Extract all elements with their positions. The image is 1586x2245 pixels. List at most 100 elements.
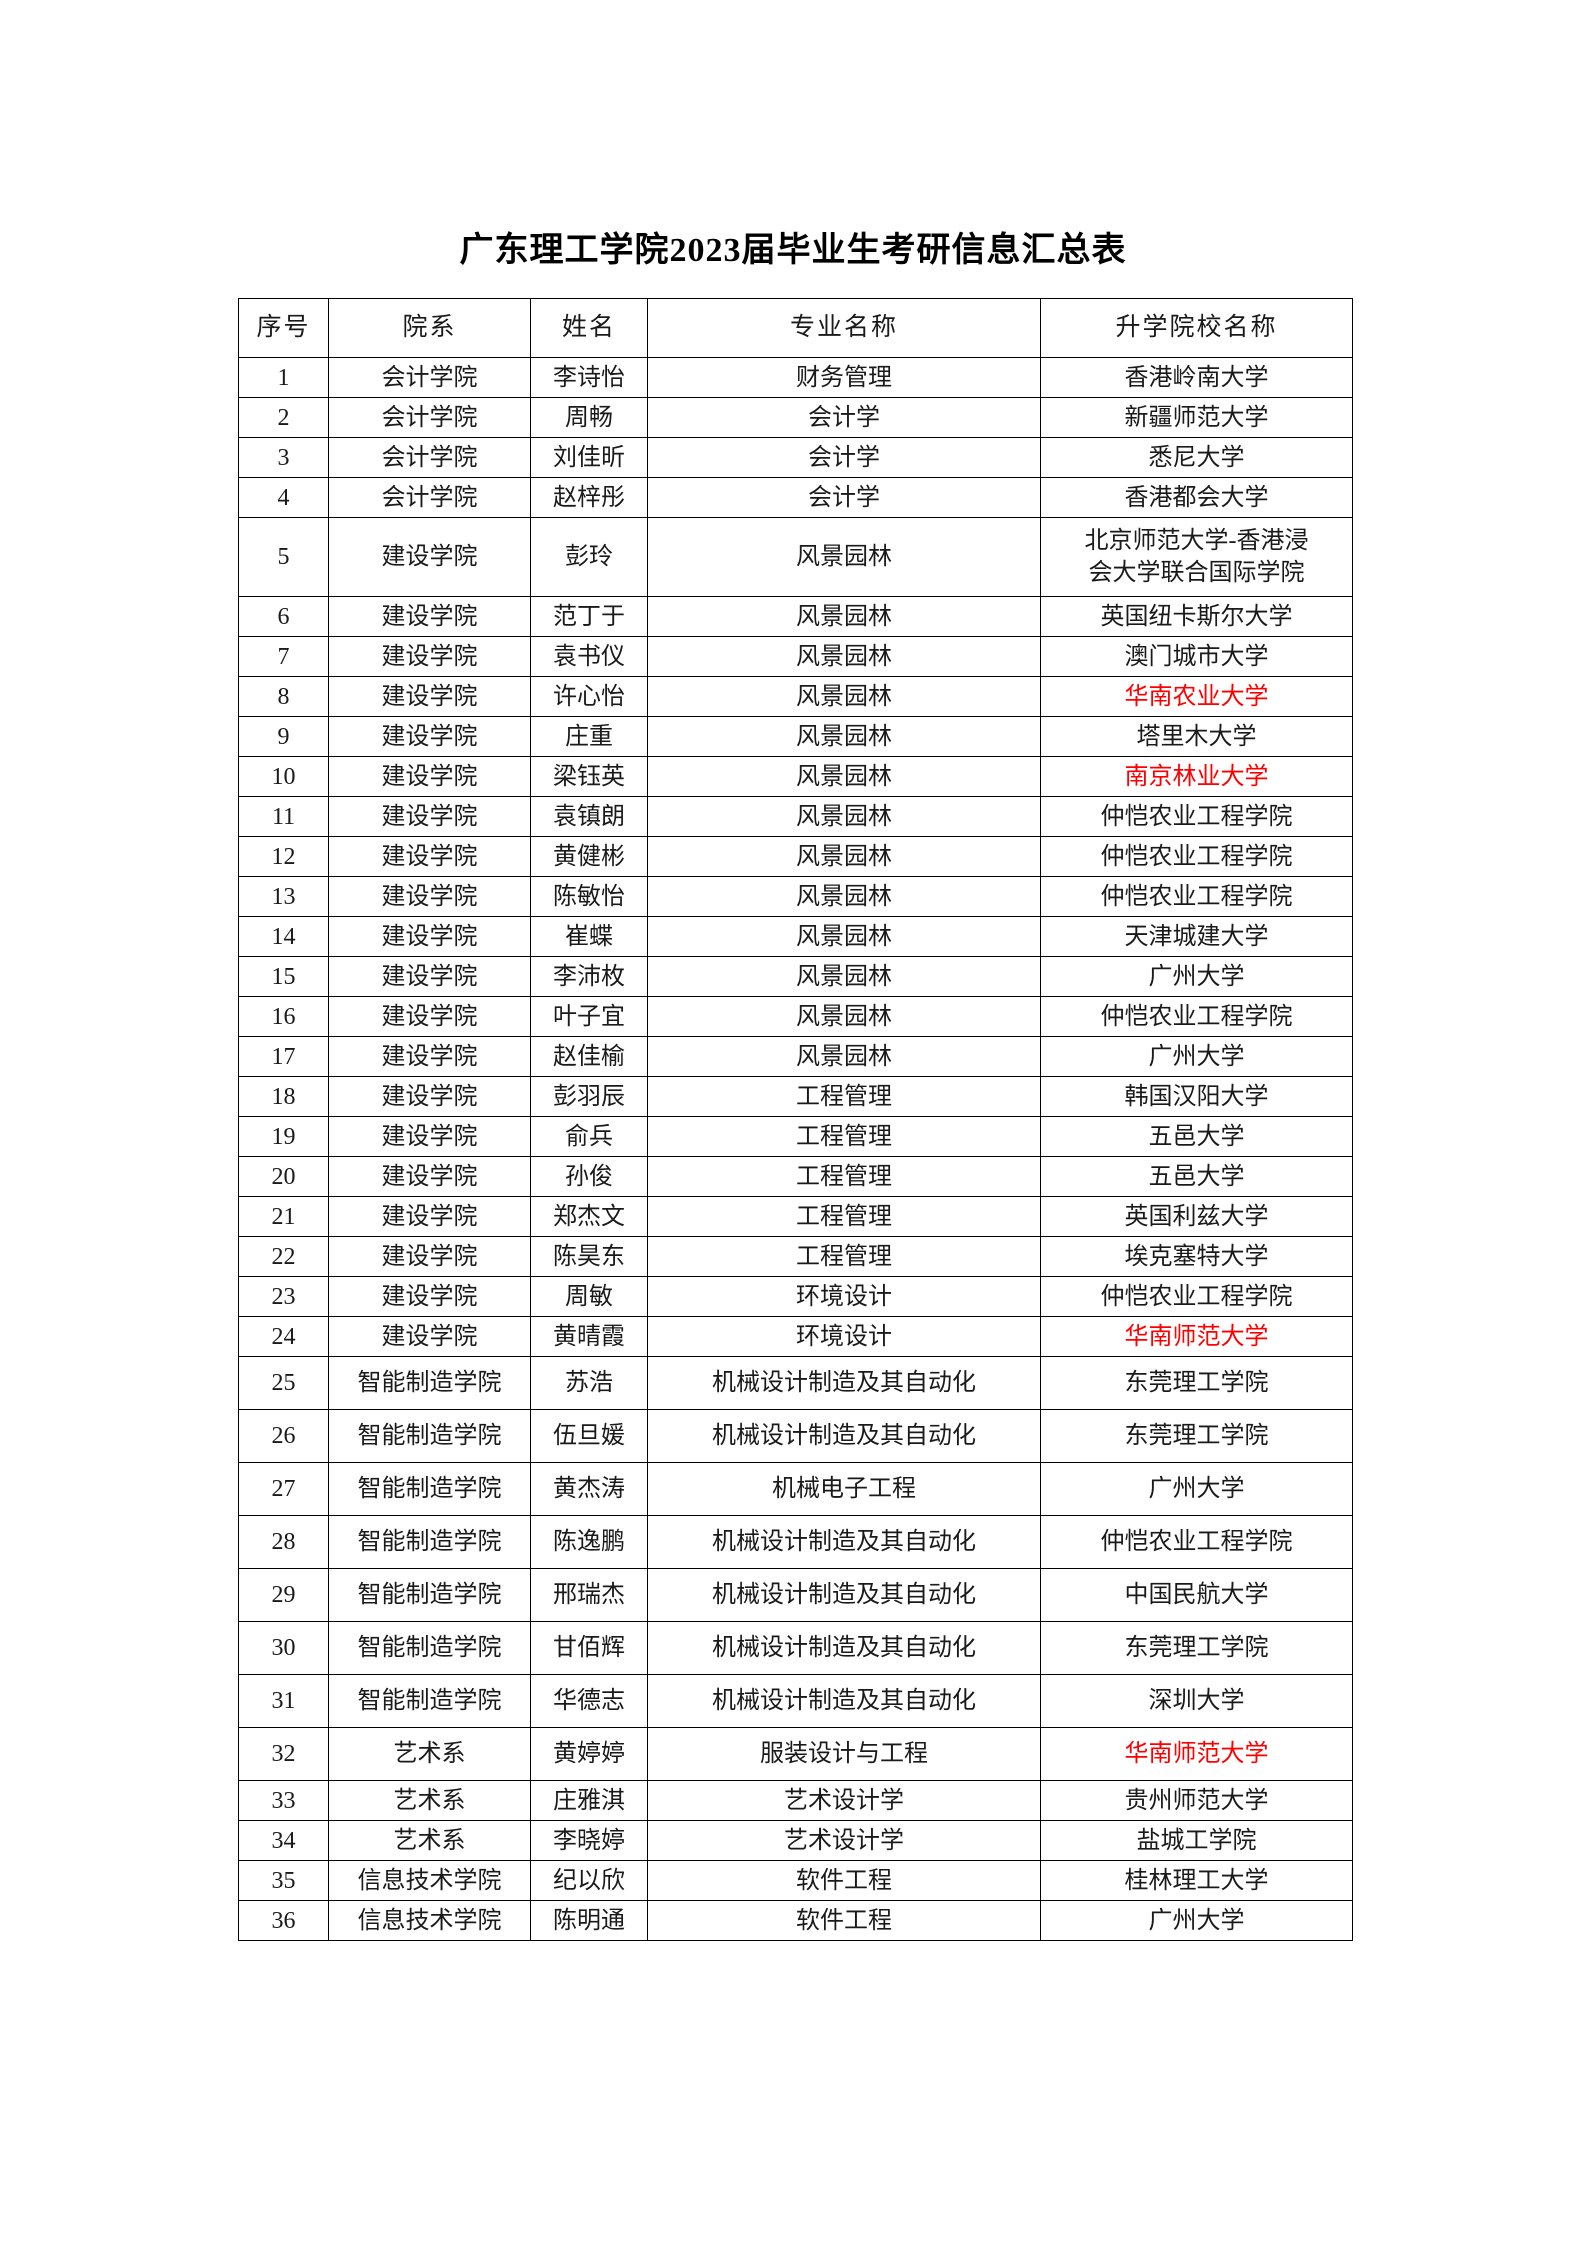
cell-index: 29 [238, 1568, 329, 1622]
cell-major: 机械设计制造及其自动化 [647, 1621, 1041, 1675]
cell-name: 赵佳榆 [530, 1036, 648, 1077]
table-row: 34 艺术系 李晓婷 艺术设计学 盐城工学院 [238, 1820, 1353, 1861]
cell-school: 广州大学 [1040, 1462, 1353, 1516]
table-row: 26 智能制造学院 伍旦媛 机械设计制造及其自动化 东莞理工学院 [238, 1409, 1353, 1463]
cell-dept: 建设学院 [328, 1156, 531, 1197]
table-row: 3 会计学院 刘佳昕 会计学 悉尼大学 [238, 437, 1353, 478]
cell-dept: 智能制造学院 [328, 1621, 531, 1675]
cell-school: 仲恺农业工程学院 [1040, 1276, 1353, 1317]
column-header-dept: 院系 [328, 298, 531, 358]
cell-index: 31 [238, 1674, 329, 1728]
cell-school: 东莞理工学院 [1040, 1356, 1353, 1410]
cell-major: 风景园林 [647, 836, 1041, 877]
table-row: 18 建设学院 彭羽辰 工程管理 韩国汉阳大学 [238, 1076, 1353, 1117]
table-row: 29 智能制造学院 邢瑞杰 机械设计制造及其自动化 中国民航大学 [238, 1568, 1353, 1622]
cell-major: 软件工程 [647, 1860, 1041, 1901]
cell-name: 李诗怡 [530, 357, 648, 398]
column-header-school: 升学院校名称 [1040, 298, 1353, 358]
cell-school: 南京林业大学 [1040, 756, 1353, 797]
cell-school: 仲恺农业工程学院 [1040, 876, 1353, 917]
cell-dept: 会计学院 [328, 357, 531, 398]
cell-major: 服装设计与工程 [647, 1727, 1041, 1781]
cell-name: 纪以欣 [530, 1860, 648, 1901]
table-row: 20 建设学院 孙俊 工程管理 五邑大学 [238, 1156, 1353, 1197]
cell-dept: 建设学院 [328, 876, 531, 917]
cell-dept: 信息技术学院 [328, 1900, 531, 1941]
cell-major: 风景园林 [647, 517, 1041, 597]
cell-name: 周畅 [530, 397, 648, 438]
cell-index: 28 [238, 1515, 329, 1569]
cell-school: 五邑大学 [1040, 1156, 1353, 1197]
cell-index: 7 [238, 636, 329, 677]
cell-name: 陈明通 [530, 1900, 648, 1941]
cell-index: 18 [238, 1076, 329, 1117]
cell-school: 悉尼大学 [1040, 437, 1353, 478]
cell-school: 香港岭南大学 [1040, 357, 1353, 398]
cell-name: 邢瑞杰 [530, 1568, 648, 1622]
table-header-row: 序号 院系 姓名 专业名称 升学院校名称 [238, 298, 1353, 358]
cell-major: 工程管理 [647, 1196, 1041, 1237]
cell-name: 周敏 [530, 1276, 648, 1317]
cell-name: 黄杰涛 [530, 1462, 648, 1516]
cell-index: 26 [238, 1409, 329, 1463]
cell-school: 华南师范大学 [1040, 1316, 1353, 1357]
table-row: 36 信息技术学院 陈明通 软件工程 广州大学 [238, 1900, 1353, 1941]
cell-name: 黄晴霞 [530, 1316, 648, 1357]
cell-name: 叶子宜 [530, 996, 648, 1037]
cell-school: 塔里木大学 [1040, 716, 1353, 757]
cell-major: 机械设计制造及其自动化 [647, 1568, 1041, 1622]
table-row: 12 建设学院 黄健彬 风景园林 仲恺农业工程学院 [238, 836, 1353, 877]
cell-index: 10 [238, 756, 329, 797]
cell-major: 机械设计制造及其自动化 [647, 1409, 1041, 1463]
cell-index: 33 [238, 1780, 329, 1821]
cell-major: 软件工程 [647, 1900, 1041, 1941]
table-row: 10 建设学院 梁钰英 风景园林 南京林业大学 [238, 756, 1353, 797]
cell-school: 天津城建大学 [1040, 916, 1353, 957]
column-header-name: 姓名 [530, 298, 648, 358]
cell-dept: 艺术系 [328, 1820, 531, 1861]
cell-dept: 建设学院 [328, 756, 531, 797]
cell-dept: 建设学院 [328, 1196, 531, 1237]
cell-name: 郑杰文 [530, 1196, 648, 1237]
cell-index: 9 [238, 716, 329, 757]
cell-name: 刘佳昕 [530, 437, 648, 478]
cell-dept: 建设学院 [328, 796, 531, 837]
table-row: 8 建设学院 许心怡 风景园林 华南农业大学 [238, 676, 1353, 717]
table-row: 4 会计学院 赵梓彤 会计学 香港都会大学 [238, 477, 1353, 518]
cell-index: 32 [238, 1727, 329, 1781]
cell-school: 仲恺农业工程学院 [1040, 836, 1353, 877]
cell-major: 风景园林 [647, 676, 1041, 717]
cell-school: 贵州师范大学 [1040, 1780, 1353, 1821]
cell-name: 彭羽辰 [530, 1076, 648, 1117]
table-row: 6 建设学院 范丁于 风景园林 英国纽卡斯尔大学 [238, 596, 1353, 637]
cell-index: 19 [238, 1116, 329, 1157]
cell-major: 环境设计 [647, 1276, 1041, 1317]
cell-major: 风景园林 [647, 636, 1041, 677]
cell-major: 机械设计制造及其自动化 [647, 1356, 1041, 1410]
cell-major: 风景园林 [647, 956, 1041, 997]
table-row: 9 建设学院 庄重 风景园林 塔里木大学 [238, 716, 1353, 757]
cell-school: 东莞理工学院 [1040, 1621, 1353, 1675]
cell-dept: 建设学院 [328, 596, 531, 637]
cell-dept: 智能制造学院 [328, 1568, 531, 1622]
graduate-info-table: 序号 院系 姓名 专业名称 升学院校名称 1 会计学院 李诗怡 财务管理 香港岭南大学 2… [238, 298, 1353, 1941]
cell-school: 桂林理工大学 [1040, 1860, 1353, 1901]
cell-major: 工程管理 [647, 1076, 1041, 1117]
cell-dept: 会计学院 [328, 477, 531, 518]
cell-dept: 会计学院 [328, 397, 531, 438]
cell-major: 工程管理 [647, 1116, 1041, 1157]
cell-index: 6 [238, 596, 329, 637]
cell-school: 华南农业大学 [1040, 676, 1353, 717]
cell-major: 机械电子工程 [647, 1462, 1041, 1516]
cell-index: 17 [238, 1036, 329, 1077]
cell-name: 陈昊东 [530, 1236, 648, 1277]
cell-major: 工程管理 [647, 1236, 1041, 1277]
cell-dept: 建设学院 [328, 1036, 531, 1077]
cell-school: 韩国汉阳大学 [1040, 1076, 1353, 1117]
table-body: 1 会计学院 李诗怡 财务管理 香港岭南大学 2 会计学院 周畅 会计学 新疆师范大学 3 会计学院刘… [238, 357, 1353, 1941]
cell-index: 13 [238, 876, 329, 917]
cell-dept: 建设学院 [328, 956, 531, 997]
cell-school: 东莞理工学院 [1040, 1409, 1353, 1463]
cell-dept: 建设学院 [328, 916, 531, 957]
